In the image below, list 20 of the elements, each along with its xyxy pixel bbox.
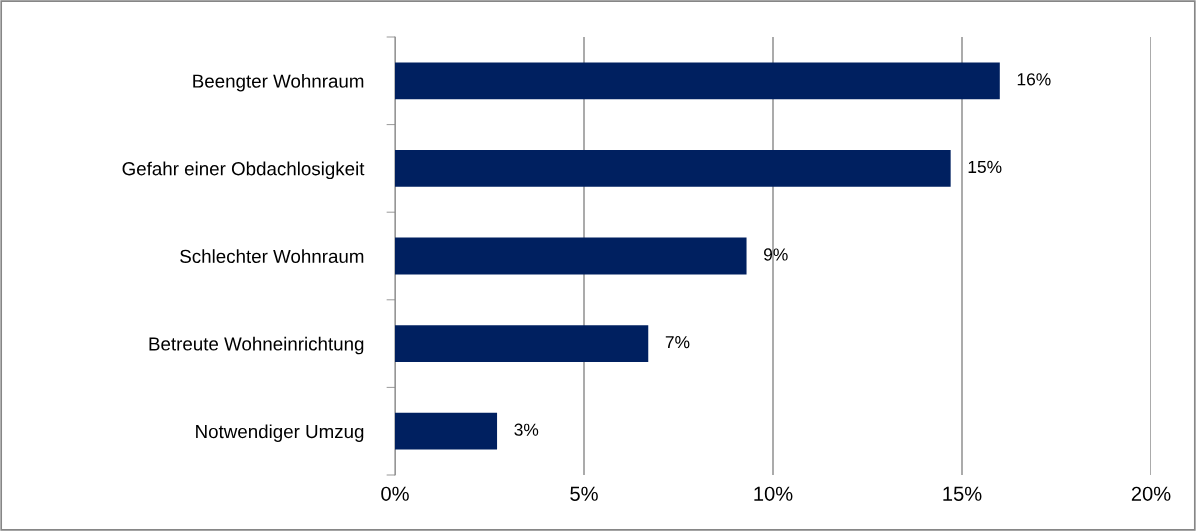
y-tick-label: Beengter Wohnraum — [193, 74, 364, 92]
x-tick-label: 0% — [381, 486, 409, 501]
x-tick-label: 20% — [1131, 486, 1171, 501]
bar — [395, 237, 747, 275]
x-tick-label: 5% — [570, 486, 598, 501]
data-label: 3% — [514, 423, 539, 436]
bar — [395, 62, 1000, 100]
bar — [395, 412, 498, 450]
bar — [395, 150, 951, 187]
bar — [395, 325, 649, 362]
data-label: 7% — [665, 336, 690, 349]
x-tick-label: 15% — [943, 486, 982, 501]
data-label: 16% — [1017, 73, 1051, 86]
y-tick-label: Schlechter Wohnraum — [180, 249, 364, 263]
data-label: 9% — [764, 248, 788, 261]
y-tick-label: Betreute Wohneinrichtung — [149, 336, 364, 355]
x-tick-label: 10% — [754, 486, 793, 501]
data-label: 15% — [968, 160, 1002, 174]
y-tick-label: Gefahr einer Obdachlosigkeit — [122, 161, 365, 180]
y-tick-label: Notwendiger Umzug — [196, 424, 364, 442]
